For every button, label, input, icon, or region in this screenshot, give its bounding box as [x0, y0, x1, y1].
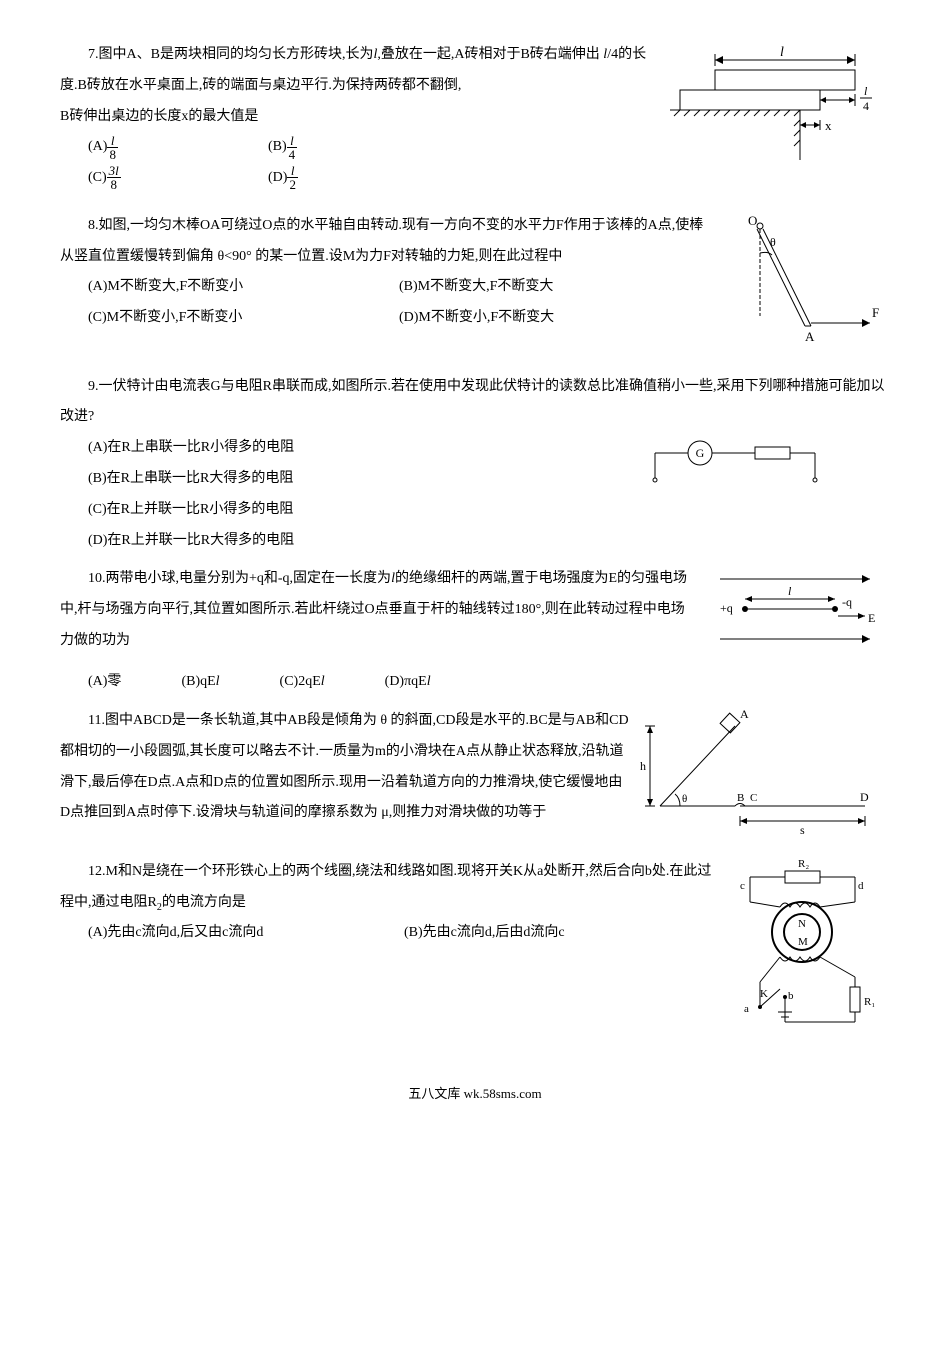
question-8: θ O A F 8.如图,一均匀木棒OA可绕过O点的水平轴自由转动.现有一方向不… [60, 211, 890, 364]
page-footer: 五八文库 wk.58sms.com [60, 1080, 890, 1109]
q7-optC: (C)3l8 [88, 163, 268, 194]
q12-text-part2: 的电流方向是 [162, 895, 246, 910]
q8-F: F [872, 305, 879, 320]
q7-text-part2: ,叠放在一起,A砖相对于B砖右端伸出 [377, 47, 603, 62]
q10-diagram: +q -q l E [700, 564, 890, 667]
q12-R1: R₁ [864, 996, 875, 1008]
q7-l4-den: 4 [863, 99, 869, 113]
q10-optD: (D)πqEl [385, 667, 431, 698]
q8-optD: (D)M不断变小,F不断变大 [399, 303, 710, 334]
q10-E: E [868, 611, 875, 625]
question-9: 9.一伏特计由电流表G与电阻R串联而成,如图所示.若在使用中发现此伏特计的读数总… [60, 372, 890, 557]
q12-c: c [740, 880, 745, 892]
q12-N: N [798, 918, 806, 930]
q12-optB: (B)先由c流向d,后由d流向c [404, 918, 720, 949]
q11-h: h [640, 759, 646, 773]
q10-options: (A)零 (B)qEl (C)2qEl (D)πqEl [88, 667, 890, 698]
q7-l-label: l [780, 45, 784, 60]
q11-theta: θ [682, 793, 687, 805]
q11-D: D [860, 790, 869, 804]
q12-b: b [788, 990, 794, 1002]
q9-text: 9.一伏特计由电流表G与电阻R串联而成,如图所示.若在使用中发现此伏特计的读数总… [60, 372, 890, 434]
q8-optB: (B)M不断变大,F不断变大 [399, 272, 710, 303]
q7-optD: (D)l2 [268, 163, 448, 194]
q8-options: (A)M不断变大,F不断变小 (B)M不断变大,F不断变大 (C)M不断变小,F… [88, 272, 710, 334]
q8-O: O [748, 213, 757, 228]
q11-diagram: A B C D h θ s [640, 706, 890, 849]
q7-optB: (B)l4 [268, 132, 448, 163]
question-11: A B C D h θ s 11.图中ABCD是一条长轨道,其中AB段是倾角为 … [60, 706, 890, 849]
q12-optA: (A)先由c流向d,后又由c流向d [88, 918, 404, 949]
q8-diagram: θ O A F [720, 211, 890, 364]
q8-optA: (A)M不断变大,F不断变小 [88, 272, 399, 303]
q7-x-label: x [825, 118, 832, 133]
q10-minusq: -q [842, 595, 852, 609]
q12-options: (A)先由c流向d,后又由c流向d (B)先由c流向d,后由d流向c [88, 918, 720, 949]
q9-G: G [696, 446, 705, 460]
q9-optD: (D)在R上并联一比R大得多的电阻 [88, 526, 890, 557]
q11-s: s [800, 823, 805, 836]
q7-optA: (A)l8 [88, 132, 268, 163]
q12-M: M [798, 936, 808, 948]
q7-l4-num: l [864, 84, 868, 98]
q12-diagram: R₂ c d N M a b K [730, 857, 890, 1050]
q10-plusq: +q [720, 601, 733, 615]
q10-optC: (C)2qEl [280, 667, 325, 698]
q12-a: a [744, 1003, 749, 1015]
question-12: R₂ c d N M a b K [60, 857, 890, 1050]
question-10: +q -q l E 10.两带电小球,电量分别为+q和-q,固定在一长度为l的绝… [60, 564, 890, 698]
q8-theta: θ [770, 235, 776, 249]
q12-R2: R₂ [798, 858, 809, 870]
q8-optC: (C)M不断变小,F不断变小 [88, 303, 399, 334]
q7-diagram: l l 4 [670, 40, 890, 203]
q11-B: B [737, 792, 744, 804]
q7-text-part1: 7.图中A、B是两块相同的均匀长方形砖块,长为 [88, 47, 373, 62]
q12-K: K [760, 988, 768, 1000]
q9-diagram: G [630, 433, 830, 506]
question-7: l l 4 [60, 40, 890, 203]
q10-l: l [788, 584, 792, 598]
q10-optB: (B)qEl [181, 667, 219, 698]
q11-A: A [740, 707, 749, 721]
q12-d: d [858, 880, 864, 892]
q8-A: A [805, 329, 815, 344]
q11-C: C [750, 792, 757, 804]
q10-text-part1: 10.两带电小球,电量分别为+q和-q,固定在一长度为 [88, 571, 391, 586]
q10-optA: (A)零 [88, 667, 121, 698]
